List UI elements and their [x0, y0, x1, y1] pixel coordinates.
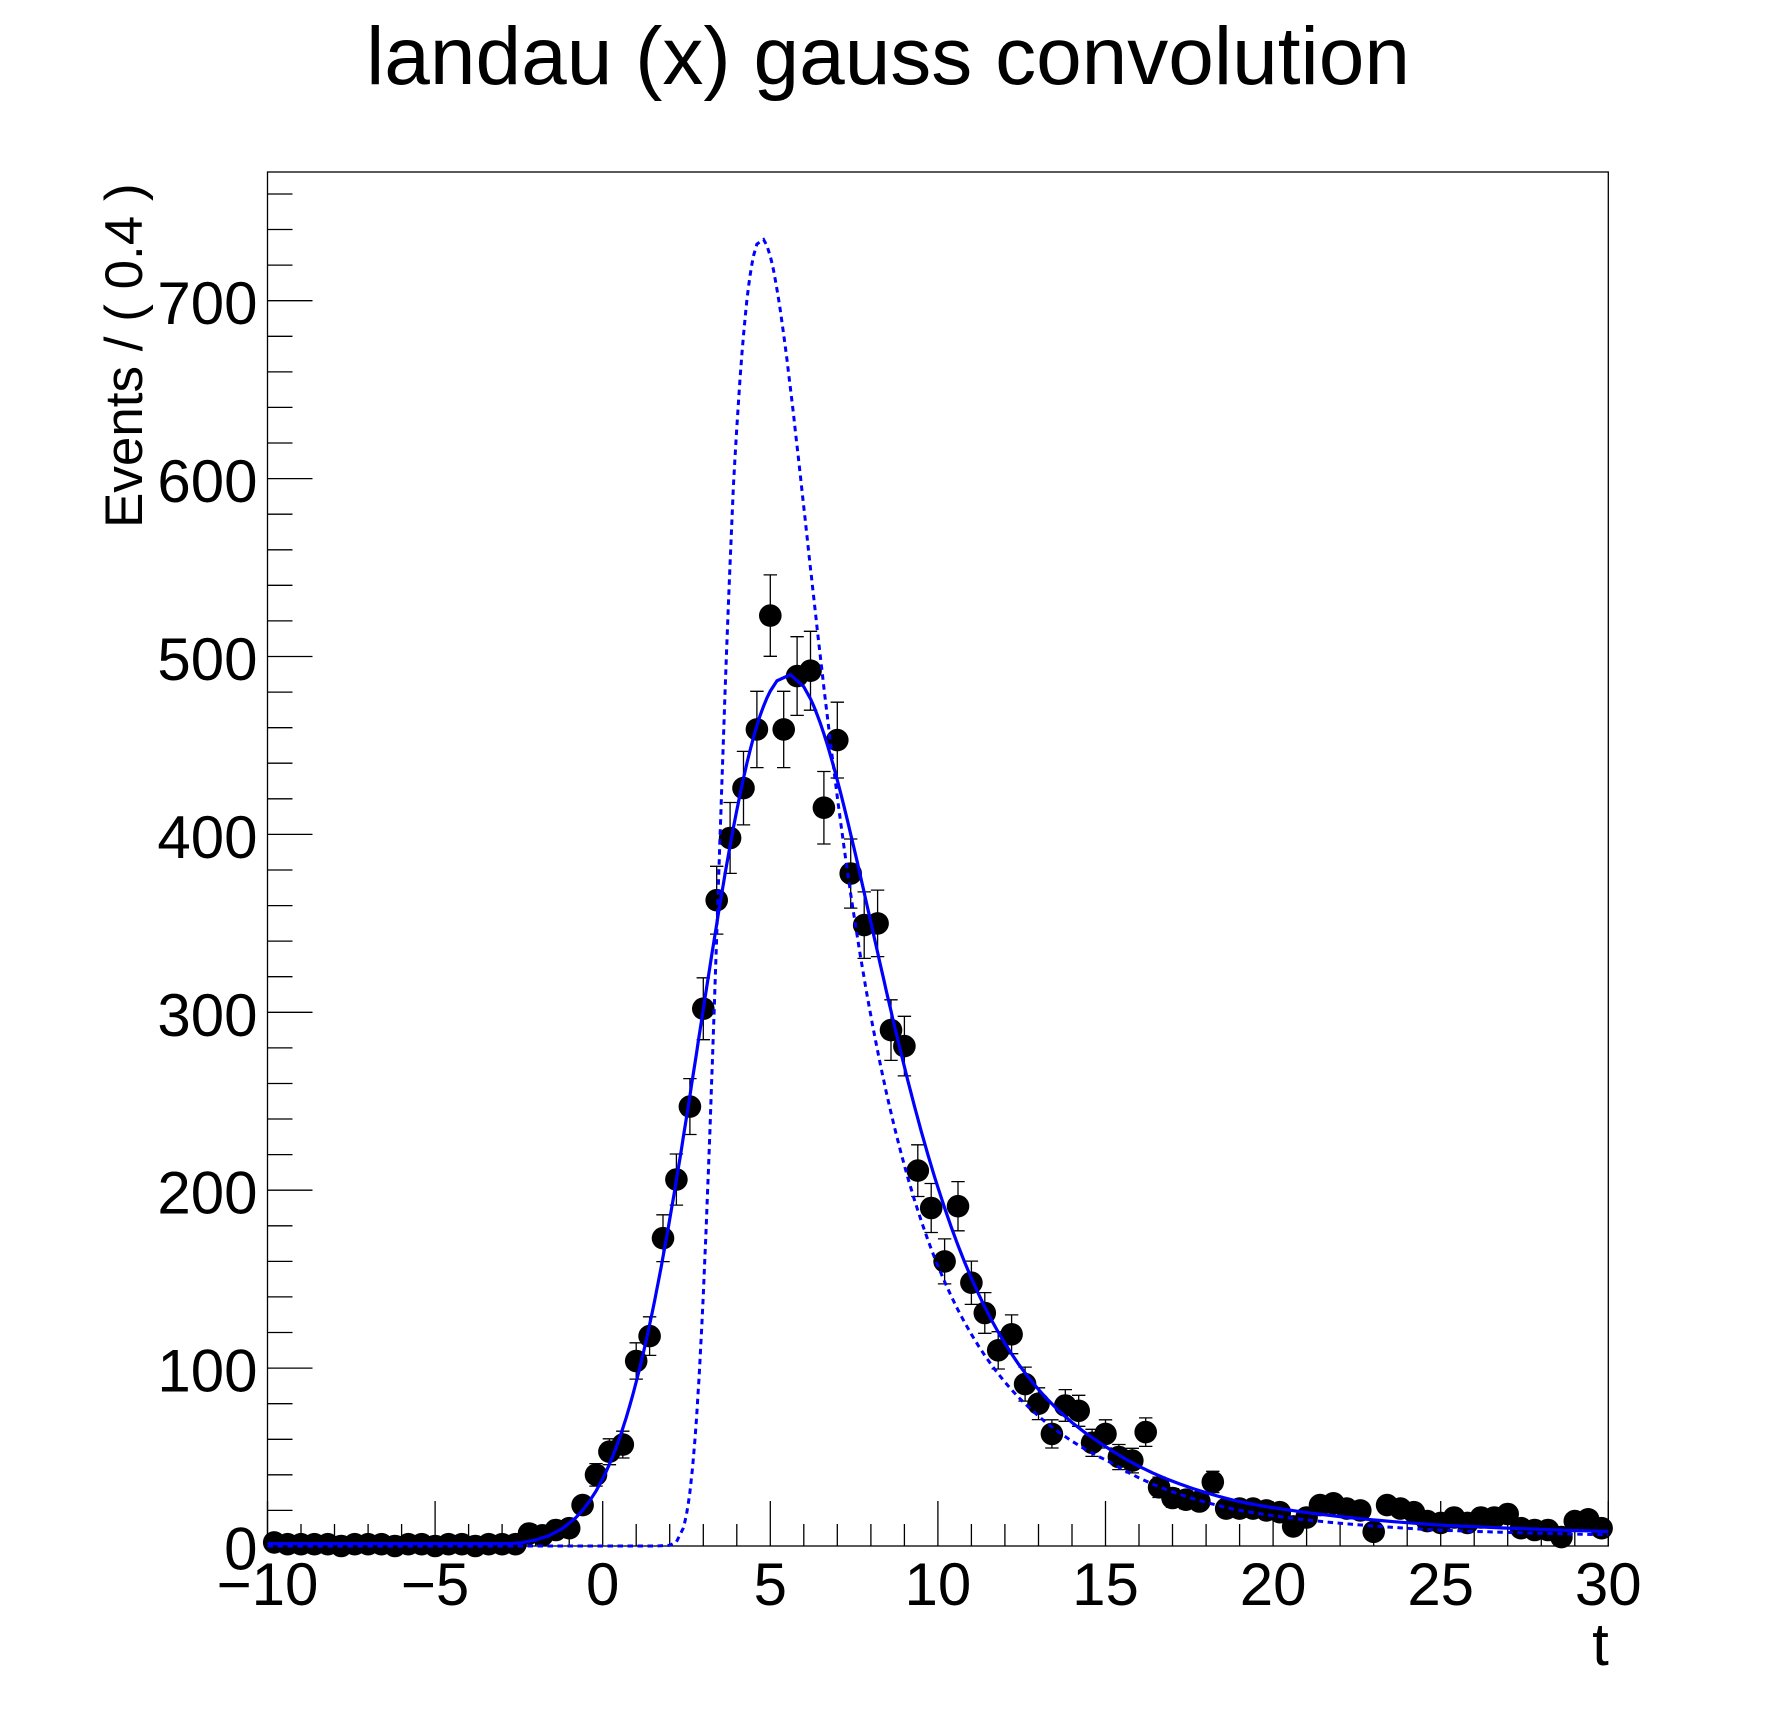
svg-text:−5: −5: [401, 1551, 469, 1618]
svg-text:200: 200: [157, 1160, 257, 1227]
svg-text:Events / ( 0.4 ): Events / ( 0.4 ): [95, 183, 154, 528]
svg-text:700: 700: [157, 270, 257, 337]
svg-text:15: 15: [1072, 1551, 1139, 1618]
svg-text:0: 0: [224, 1516, 257, 1583]
svg-text:600: 600: [157, 448, 257, 515]
svg-text:t: t: [1592, 1611, 1609, 1678]
svg-text:300: 300: [157, 982, 257, 1049]
svg-text:10: 10: [905, 1551, 972, 1618]
svg-text:−10: −10: [217, 1551, 319, 1618]
svg-text:25: 25: [1407, 1551, 1474, 1618]
svg-text:landau (x) gauss convolution: landau (x) gauss convolution: [366, 11, 1410, 102]
svg-text:100: 100: [157, 1338, 257, 1405]
svg-text:400: 400: [157, 804, 257, 871]
svg-text:20: 20: [1240, 1551, 1307, 1618]
svg-text:500: 500: [157, 626, 257, 693]
svg-text:0: 0: [586, 1551, 619, 1618]
svg-text:5: 5: [754, 1551, 787, 1618]
svg-text:30: 30: [1575, 1551, 1642, 1618]
